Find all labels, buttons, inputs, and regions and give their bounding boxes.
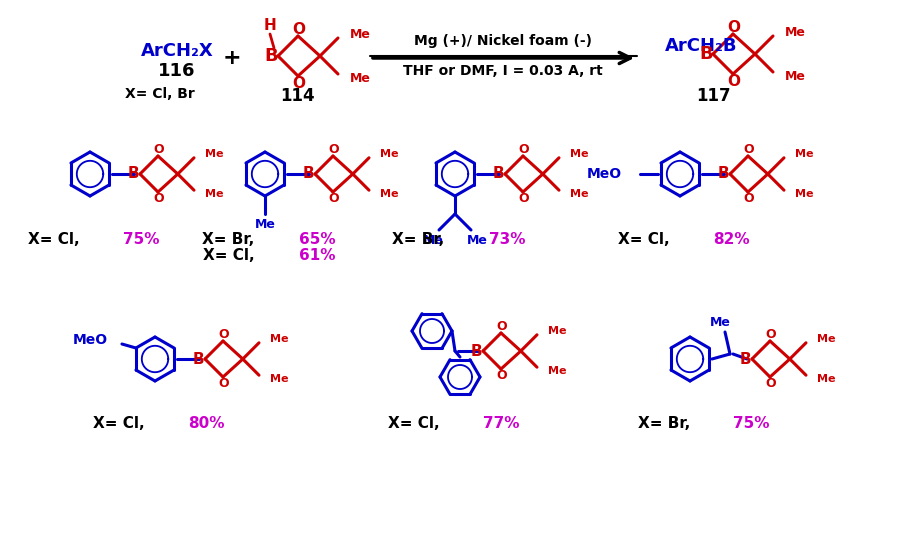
Text: Mg (+)/ Nickel foam (-): Mg (+)/ Nickel foam (-)	[414, 34, 592, 48]
Text: Me: Me	[569, 189, 588, 199]
Text: H: H	[264, 19, 276, 34]
Text: B: B	[303, 167, 315, 182]
Text: O: O	[497, 369, 508, 382]
Text: Me: Me	[569, 149, 588, 159]
Text: O: O	[293, 21, 306, 36]
Text: Me: Me	[466, 233, 487, 247]
Text: Me: Me	[350, 72, 371, 84]
Text: +: +	[222, 48, 241, 68]
Text: X= Cl,: X= Cl,	[203, 248, 260, 263]
Text: O: O	[497, 320, 508, 333]
Text: B: B	[700, 45, 713, 63]
Text: O: O	[329, 143, 340, 156]
Text: Me: Me	[205, 189, 223, 199]
Text: X= Cl,: X= Cl,	[618, 232, 675, 247]
Text: O: O	[765, 328, 776, 341]
Text: O: O	[727, 74, 740, 89]
Text: 80%: 80%	[188, 417, 225, 431]
Text: 82%: 82%	[713, 232, 750, 247]
Text: O: O	[765, 377, 776, 390]
Text: X= Br,: X= Br,	[392, 232, 450, 247]
Text: Me: Me	[379, 149, 399, 159]
Text: X= Br,: X= Br,	[638, 417, 695, 431]
Text: O: O	[293, 75, 306, 90]
Text: O: O	[329, 192, 340, 205]
Text: MeO: MeO	[73, 333, 108, 347]
Text: O: O	[727, 20, 740, 35]
Text: O: O	[744, 143, 754, 156]
Text: O: O	[153, 192, 164, 205]
Text: Me: Me	[255, 217, 275, 231]
Text: Me: Me	[710, 316, 730, 328]
Text: B: B	[718, 167, 729, 182]
Text: B: B	[471, 343, 483, 358]
Text: ArCH₂B: ArCH₂B	[665, 37, 737, 55]
Text: 77%: 77%	[484, 417, 520, 431]
Text: B: B	[193, 351, 205, 366]
Text: B: B	[264, 47, 278, 65]
Text: 73%: 73%	[488, 232, 525, 247]
Text: 75%: 75%	[124, 232, 160, 247]
Text: X= Br,: X= Br,	[202, 232, 260, 247]
Text: 116: 116	[158, 62, 196, 80]
Text: X= Cl,: X= Cl,	[28, 232, 85, 247]
Text: MeO: MeO	[587, 167, 622, 181]
Text: Me: Me	[817, 334, 835, 344]
Text: O: O	[744, 192, 754, 205]
Text: Me: Me	[270, 334, 288, 344]
Text: O: O	[519, 192, 529, 205]
Text: Me: Me	[785, 69, 806, 82]
Text: Me: Me	[795, 189, 813, 199]
Text: B: B	[740, 351, 751, 366]
Text: O: O	[219, 328, 229, 341]
Text: THF or DMF, I = 0.03 A, rt: THF or DMF, I = 0.03 A, rt	[403, 64, 603, 78]
Text: B: B	[128, 167, 139, 182]
Text: Me: Me	[423, 233, 443, 247]
Text: O: O	[519, 143, 529, 156]
Text: 75%: 75%	[734, 417, 770, 431]
Text: X= Cl,: X= Cl,	[389, 417, 445, 431]
Text: 114: 114	[281, 87, 316, 105]
Text: Me: Me	[785, 26, 806, 38]
Text: Me: Me	[795, 149, 813, 159]
Text: Me: Me	[547, 366, 567, 376]
Text: O: O	[153, 143, 164, 156]
Text: Me: Me	[379, 189, 399, 199]
Text: 117: 117	[696, 87, 730, 105]
Text: B: B	[493, 167, 505, 182]
Text: X= Cl,: X= Cl,	[93, 417, 150, 431]
Text: Me: Me	[270, 374, 288, 384]
Text: X= Cl, Br: X= Cl, Br	[126, 87, 195, 101]
Text: Me: Me	[547, 326, 567, 336]
Text: Me: Me	[817, 374, 835, 384]
Text: 61%: 61%	[298, 248, 335, 263]
Text: Me: Me	[205, 149, 223, 159]
Text: 65%: 65%	[298, 232, 335, 247]
Text: ArCH₂X: ArCH₂X	[140, 42, 213, 60]
Text: O: O	[219, 377, 229, 390]
Text: Me: Me	[350, 27, 371, 41]
